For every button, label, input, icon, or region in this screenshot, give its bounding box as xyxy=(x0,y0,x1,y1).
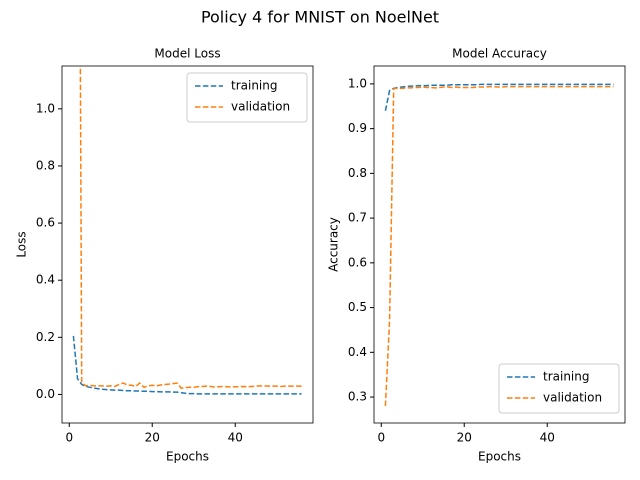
figure-title: Policy 4 for MNIST on NoelNet xyxy=(201,8,439,27)
data-line xyxy=(384,83,614,111)
legend-label: training xyxy=(543,370,590,384)
x-tick-label: 0 xyxy=(65,431,73,445)
y-axis-label: Accuracy xyxy=(327,217,341,272)
y-tick-label: 1.0 xyxy=(348,76,367,90)
plot-lines xyxy=(72,66,302,395)
axes-frame xyxy=(61,65,314,424)
x-axis-label: Epochs xyxy=(478,450,521,464)
axes-frame xyxy=(373,65,626,424)
x-axis-label: Epochs xyxy=(166,450,209,464)
x-tick-label: 40 xyxy=(540,431,555,445)
y-tick-label: 0.6 xyxy=(348,255,367,269)
y-tick-label: 0.8 xyxy=(348,166,367,180)
y-tick-label: 0.4 xyxy=(36,273,55,287)
legend: training validation xyxy=(498,363,620,414)
y-tick-label: 0.9 xyxy=(348,121,367,135)
y-tick-label: 0.3 xyxy=(348,390,367,404)
data-line xyxy=(72,335,302,395)
y-tick-label: 0.5 xyxy=(348,300,367,314)
y-tick-label: 0.6 xyxy=(36,216,55,230)
x-tick-label: 40 xyxy=(228,431,243,445)
legend-label: validation xyxy=(231,100,290,114)
subplot: Model Accuracy Epochs Accuracy 0 20 40 0.3 0.4 0… xyxy=(327,47,626,464)
y-tick-label: 0.7 xyxy=(348,211,367,225)
y-tick-label: 1.0 xyxy=(36,101,55,115)
subplot: Model Loss Epochs Loss 0 20 40 0.0 0.2 0.4 0.6 0.8… xyxy=(15,47,314,464)
legend: training validation xyxy=(186,72,308,123)
y-tick-label: 0.4 xyxy=(348,345,367,359)
y-tick-label: 0.2 xyxy=(36,330,55,344)
data-line xyxy=(79,66,302,389)
y-axis-label: Loss xyxy=(15,231,29,257)
x-tick-label: 0 xyxy=(377,431,385,445)
x-tick-label: 20 xyxy=(457,431,472,445)
legend-label: training xyxy=(231,79,278,93)
x-tick-label: 20 xyxy=(145,431,160,445)
legend-box xyxy=(186,72,308,123)
y-tick-label: 0.8 xyxy=(36,158,55,172)
legend-label: validation xyxy=(543,391,602,405)
plot-lines xyxy=(384,83,614,407)
subplot-title: Model Loss xyxy=(154,47,220,61)
subplot-title: Model Accuracy xyxy=(452,47,547,61)
legend-box xyxy=(498,363,620,414)
y-tick-label: 0.0 xyxy=(36,387,55,401)
data-line xyxy=(384,85,614,407)
